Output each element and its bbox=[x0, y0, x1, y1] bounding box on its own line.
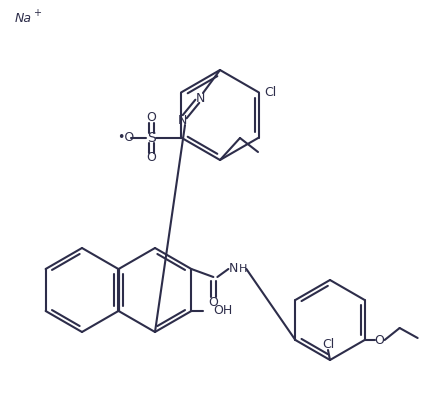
Text: N: N bbox=[177, 113, 187, 126]
Text: N: N bbox=[229, 262, 238, 275]
Text: O: O bbox=[146, 151, 156, 164]
Text: •O: •O bbox=[117, 131, 135, 144]
Text: H: H bbox=[239, 264, 248, 274]
Text: N: N bbox=[195, 91, 205, 104]
Text: O: O bbox=[208, 296, 218, 309]
Text: Cl: Cl bbox=[264, 86, 276, 99]
Text: S: S bbox=[147, 130, 155, 145]
Text: +: + bbox=[33, 8, 41, 18]
Text: OH: OH bbox=[214, 305, 233, 318]
Text: O: O bbox=[146, 111, 156, 124]
Text: Na: Na bbox=[15, 11, 32, 24]
Text: Cl: Cl bbox=[322, 338, 334, 351]
Text: O: O bbox=[375, 333, 384, 346]
